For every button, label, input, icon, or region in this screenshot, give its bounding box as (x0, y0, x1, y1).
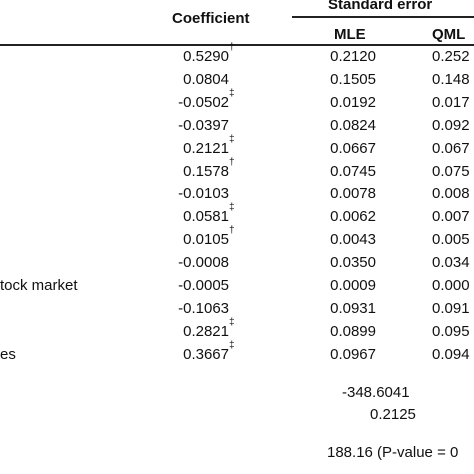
mle-se-cell: 0.0824 (330, 116, 376, 134)
mle-se-cell: 0.0009 (330, 277, 376, 294)
mle-se-cell: 0.0062 (330, 208, 376, 226)
coefficient-cell: -0.0005 (178, 277, 236, 295)
mle-se-cell: 0.1505 (330, 70, 376, 88)
qml-se-cell: 0.067 (432, 139, 470, 157)
mle-header: MLE (334, 26, 366, 43)
qml-se-cell: 0.092 (432, 116, 470, 134)
coefficient-cell: 0.3667‡ (183, 339, 235, 363)
mle-se-cell: 0.0899 (330, 322, 376, 340)
mle-se-cell: 0.0931 (330, 299, 376, 317)
qml-se-cell: 0.252 (432, 48, 470, 65)
loglik-value: -348.6041 (342, 384, 410, 401)
mle-se-cell: 0.0667 (330, 139, 376, 157)
coefficient-value: 0.0581 (183, 208, 229, 226)
qml-se-cell: 0.007 (432, 208, 470, 226)
qml-se-cell: 0.075 (432, 162, 470, 180)
coefficient-value: -0.0008 (178, 254, 229, 272)
row-label: es (0, 345, 16, 363)
coefficient-value: -0.1063 (178, 299, 229, 317)
mle-se-cell: 0.0967 (330, 345, 376, 363)
mle-se-cell: 0.2120 (330, 48, 376, 65)
coefficient-header: Coefficient (172, 10, 250, 27)
coefficient-value: 0.3667 (183, 345, 229, 363)
coefficient-value: 0.0804 (183, 70, 229, 88)
coefficient-cell: -0.1063 (178, 300, 236, 318)
coefficient-value: -0.0005 (178, 277, 229, 294)
qml-header: QML (432, 26, 466, 43)
coefficient-cell: 0.1578† (183, 156, 235, 180)
mle-se-cell: 0.0745 (330, 162, 376, 180)
mle-se-cell: 0.0192 (330, 93, 376, 111)
coefficient-cell: 0.5290† (183, 42, 235, 66)
coefficient-value: 0.0105 (183, 231, 229, 249)
coefficient-cell: 0.2821‡ (183, 316, 235, 340)
coefficient-value: 0.5290 (183, 48, 229, 65)
coefficient-cell: -0.0502‡ (178, 87, 235, 111)
qml-se-cell: 0.091 (432, 299, 470, 317)
mle-se-cell: 0.0078 (330, 185, 376, 203)
mle-se-cell: 0.0350 (330, 254, 376, 272)
stat-value: 0.2125 (370, 406, 416, 423)
qml-se-cell: 0.034 (432, 254, 470, 272)
test-statistic: 188.16 (P-value = 0 (327, 444, 459, 461)
qml-se-cell: 0.008 (432, 185, 470, 203)
coefficient-cell: -0.0103 (178, 185, 236, 203)
qml-se-cell: 0.017 (432, 93, 470, 111)
coefficient-value: -0.0502 (178, 93, 229, 111)
coefficient-cell: -0.0397 (178, 117, 236, 135)
qml-se-cell: 0.095 (432, 322, 470, 340)
coefficient-value: -0.0397 (178, 116, 229, 134)
coefficient-value: 0.2821 (183, 322, 229, 340)
row-label: tock market (0, 277, 78, 294)
standard-error-rule (292, 16, 474, 18)
coefficient-cell: 0.2121‡ (183, 133, 235, 157)
qml-se-cell: 0.000 (432, 277, 470, 294)
coefficient-value: 0.1578 (183, 162, 229, 180)
coefficient-value: 0.2121 (183, 139, 229, 157)
qml-se-cell: 0.148 (432, 70, 470, 88)
qml-se-cell: 0.005 (432, 231, 470, 249)
mle-se-cell: 0.0043 (330, 231, 376, 249)
coefficient-cell: 0.0804 (183, 71, 236, 89)
qml-se-cell: 0.094 (432, 345, 470, 363)
header-rule (0, 44, 474, 46)
coefficient-cell: 0.0105† (183, 225, 235, 249)
coefficient-cell: -0.0008 (178, 254, 236, 272)
standard-error-header: Standard error (328, 0, 433, 13)
coefficient-value: -0.0103 (178, 185, 229, 203)
coefficient-cell: 0.0581‡ (183, 202, 235, 226)
